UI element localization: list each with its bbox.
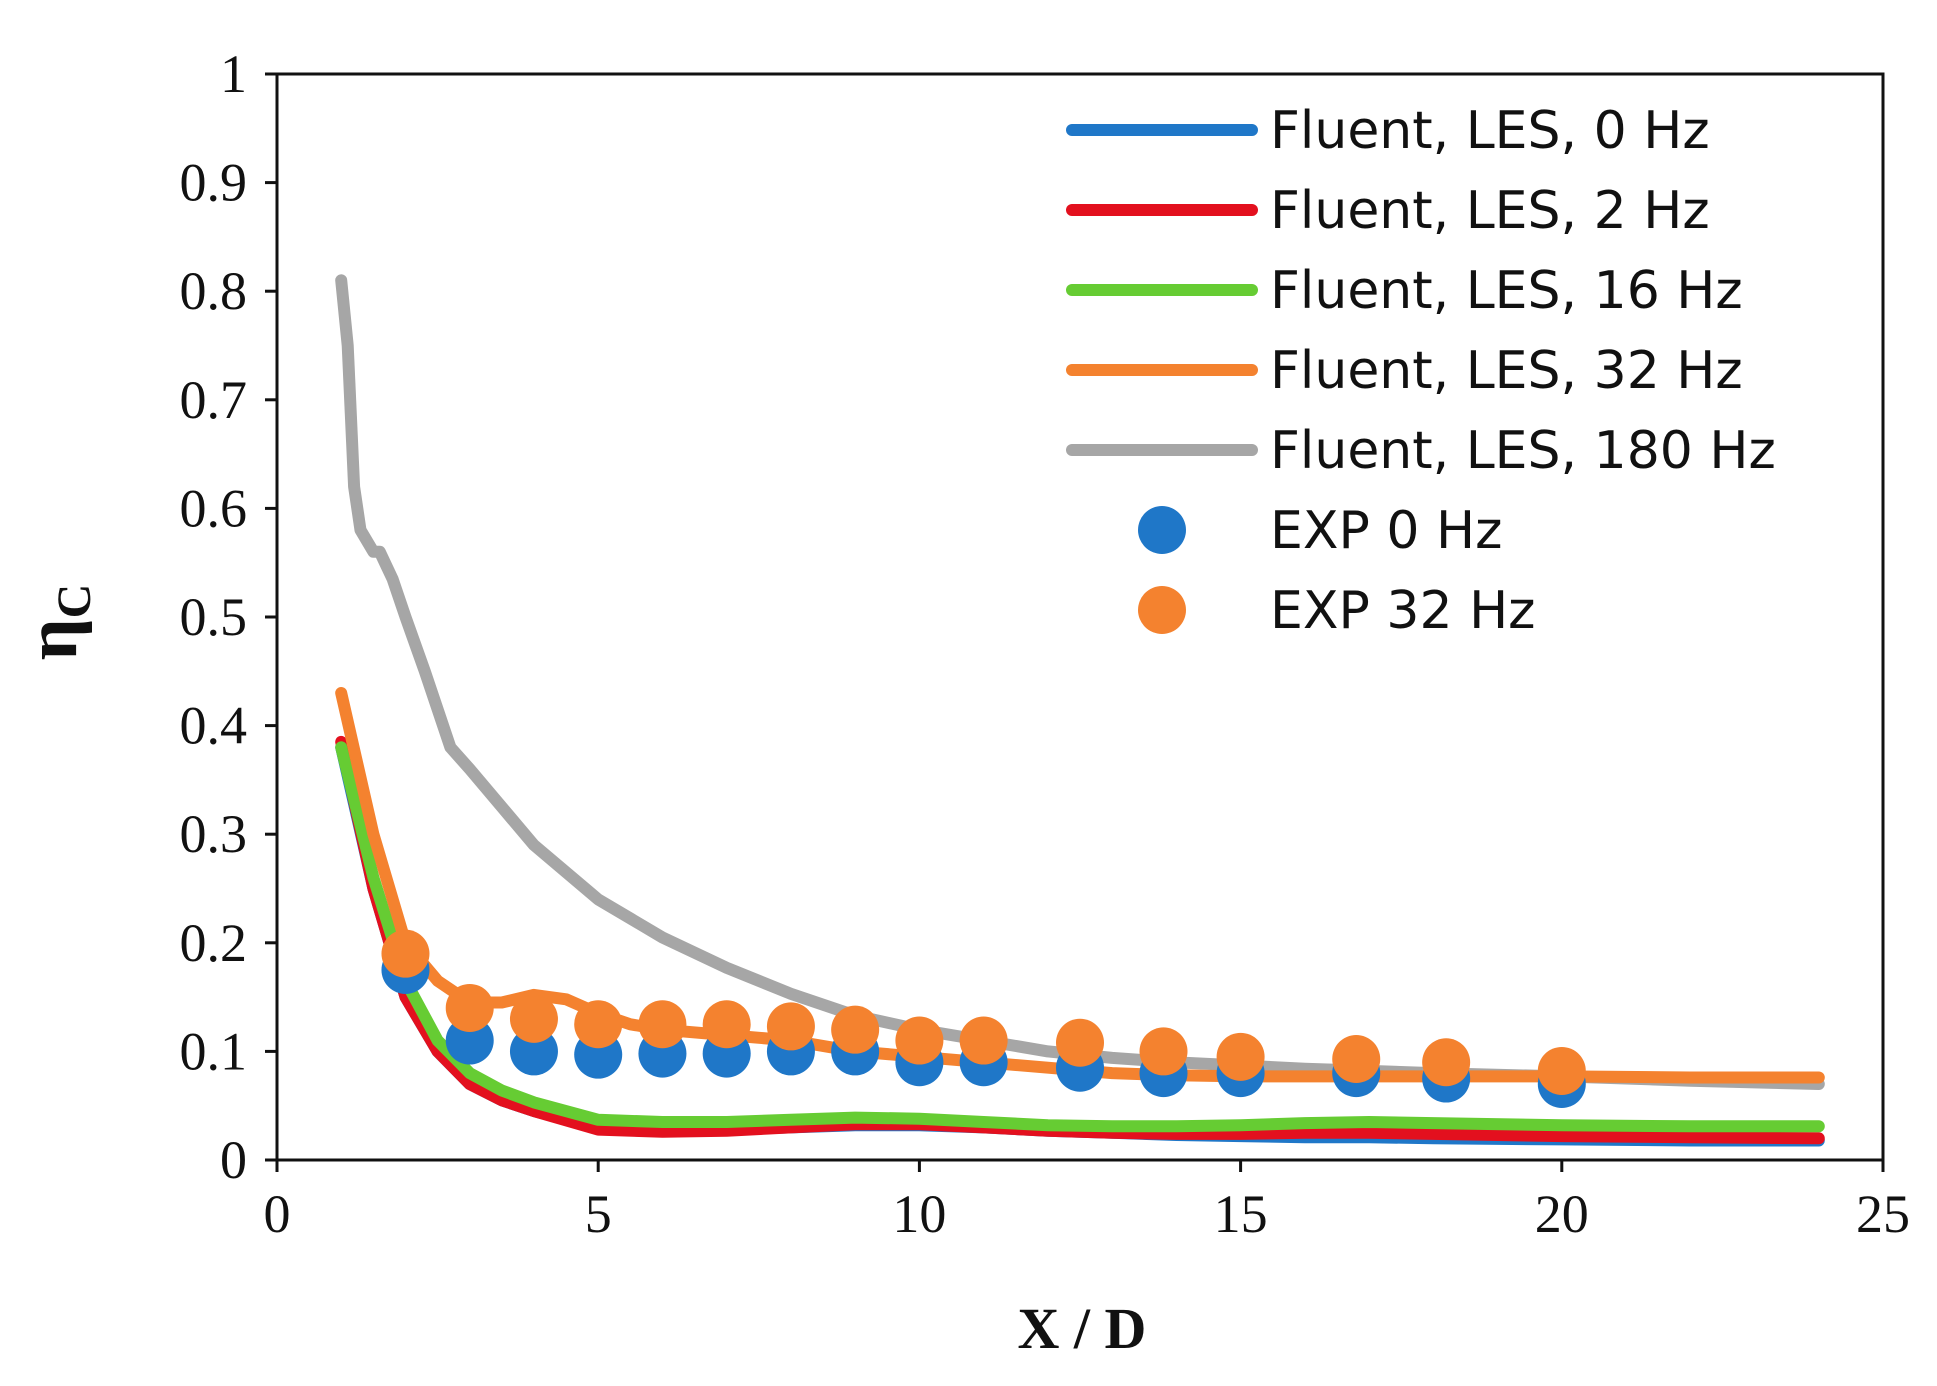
- y-tick-label: 0: [220, 1130, 247, 1190]
- y-tick-label: 0.9: [180, 153, 248, 213]
- data-point-exp-32-hz: [1332, 1035, 1381, 1084]
- y-tick-label: 0.7: [180, 370, 248, 430]
- y-tick-label: 0.4: [180, 696, 248, 756]
- data-point-exp-32-hz: [1216, 1032, 1265, 1081]
- legend-label-fluent-les-180-hz: Fluent, LES, 180 Hz: [1270, 421, 1776, 481]
- y-axis-title: ηC: [11, 584, 101, 661]
- data-point-exp-32-hz: [1056, 1018, 1104, 1067]
- data-point-exp-32-hz: [1139, 1027, 1188, 1076]
- y-tick-label: 0.5: [180, 587, 248, 647]
- y-tick-label: 0.1: [180, 1021, 248, 1081]
- legend-label-fluent-les-32-hz: Fluent, LES, 32 Hz: [1270, 341, 1743, 401]
- legend: Fluent, LES, 0 Hz Fluent, LES, 2 Hz Fluent…: [1066, 101, 1776, 641]
- y-tick-label: 1: [220, 44, 247, 104]
- y-axis-symbol: η: [11, 618, 93, 660]
- data-point-exp-32-hz: [638, 1000, 687, 1049]
- y-ticks: 0 0.1 0.2 0.3 0.4 0.5 0.6 0.7 0.8 0.9 1: [180, 44, 277, 1190]
- data-point-exp-32-hz: [959, 1016, 1008, 1065]
- x-tick-label: 20: [1535, 1184, 1589, 1244]
- data-point-exp-32-hz: [574, 1000, 623, 1049]
- svg-text:ηC: ηC: [11, 584, 101, 661]
- legend-label-exp-0-hz: EXP 0 Hz: [1270, 501, 1502, 561]
- legend-swatch-exp-0-hz: [1138, 506, 1186, 554]
- x-ticks: 0 5 10 15 20 25: [264, 1160, 1910, 1244]
- legend-label-exp-32-hz: EXP 32 Hz: [1270, 581, 1535, 641]
- data-point-exp-32-hz: [702, 1000, 751, 1049]
- x-tick-label: 0: [264, 1184, 291, 1244]
- legend-label-fluent-les-0-hz: Fluent, LES, 0 Hz: [1270, 101, 1710, 161]
- y-axis-subscript: C: [48, 584, 101, 619]
- axes-layer: 0 5 10 15 20 25 0 0.1 0.2 0.3 0.4 0.5 0.6 0.7 0.8 0.9 1: [180, 44, 1911, 1244]
- x-tick-label: 15: [1214, 1184, 1268, 1244]
- y-tick-label: 0.3: [180, 804, 248, 864]
- legend-swatch-exp-32-hz: [1138, 586, 1186, 634]
- y-tick-label: 0.2: [180, 913, 248, 973]
- series-layer: [335, 274, 1825, 1147]
- data-point-exp-32-hz: [381, 929, 430, 978]
- data-point-exp-32-hz: [1537, 1046, 1586, 1095]
- legend-label-fluent-les-16-hz: Fluent, LES, 16 Hz: [1270, 261, 1743, 321]
- data-point-exp-32-hz: [1422, 1038, 1471, 1087]
- series-line-fluent-les-180-hz: [335, 274, 1825, 1090]
- data-point-exp-32-hz: [831, 1005, 880, 1054]
- data-point-exp-32-hz: [445, 983, 494, 1032]
- data-point-exp-32-hz: [766, 1002, 815, 1051]
- series-line-fluent-les-2-hz: [335, 735, 1825, 1145]
- x-axis-title: X / D: [1018, 1296, 1147, 1361]
- series-line-fluent-les-16-hz: [335, 741, 1825, 1133]
- x-tick-label: 5: [585, 1184, 612, 1244]
- x-tick-label: 10: [892, 1184, 946, 1244]
- y-tick-label: 0.8: [180, 261, 248, 321]
- data-point-exp-32-hz: [509, 994, 558, 1043]
- y-tick-label: 0.6: [180, 478, 248, 538]
- x-tick-label: 25: [1856, 1184, 1910, 1244]
- data-point-exp-32-hz: [895, 1016, 944, 1065]
- legend-label-fluent-les-2-hz: Fluent, LES, 2 Hz: [1270, 181, 1710, 241]
